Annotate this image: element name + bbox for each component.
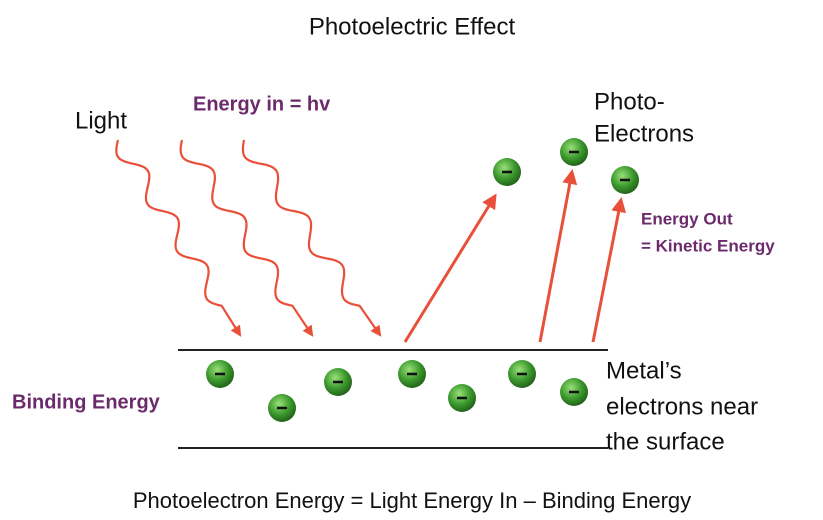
binding-energy-label: Binding Energy bbox=[12, 391, 161, 413]
light-ray bbox=[116, 140, 240, 335]
light-label: Light bbox=[75, 107, 127, 134]
metal-label: electrons near bbox=[606, 393, 758, 420]
electron-arrow bbox=[540, 172, 572, 342]
title: Photoelectric Effect bbox=[309, 13, 516, 40]
electron-arrow bbox=[593, 200, 621, 342]
diagram: Photoelectric Effect Light Energy in = h… bbox=[0, 0, 823, 520]
electron-arrow bbox=[405, 196, 495, 342]
metal-label: Metal’s bbox=[606, 357, 682, 384]
photoelectrons-label: Electrons bbox=[594, 120, 694, 147]
light-ray bbox=[181, 140, 312, 335]
energy-out-label: = Kinetic Energy bbox=[641, 236, 775, 255]
metal-label: the surface bbox=[606, 428, 725, 455]
photoelectrons-label: Photo- bbox=[594, 88, 665, 115]
light-ray bbox=[243, 140, 380, 335]
energy-in-label: Energy in = hv bbox=[193, 93, 331, 115]
equation: Photoelectron Energy = Light Energy In –… bbox=[133, 488, 691, 513]
energy-out-label: Energy Out bbox=[641, 209, 733, 228]
